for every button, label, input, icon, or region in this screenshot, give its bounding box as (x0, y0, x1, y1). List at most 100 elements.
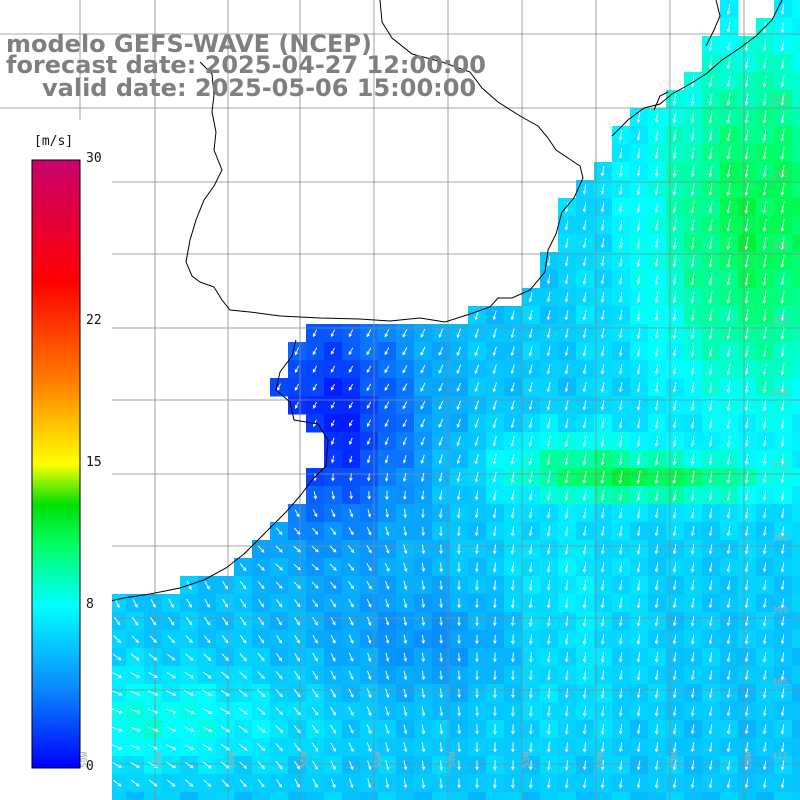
wind-arrow (275, 527, 283, 536)
wind-arrow (420, 382, 426, 392)
wind-arrow (726, 580, 731, 591)
wind-arrow (726, 147, 731, 160)
wind-arrow (421, 598, 426, 609)
wind-arrow (240, 598, 247, 608)
wind-arrow (564, 634, 569, 645)
wind-arrow (654, 580, 659, 591)
wind-arrow (384, 562, 390, 572)
wind-arrow (510, 471, 515, 484)
wind-arrow (421, 544, 426, 555)
wind-arrow (456, 454, 461, 465)
colorbar-gradient (31, 159, 81, 769)
wind-arrow (744, 508, 749, 519)
wind-arrow (348, 437, 353, 445)
wind-arrow (384, 383, 390, 392)
wind-arrow (474, 364, 480, 375)
wind-arrow (618, 183, 623, 195)
wind-arrow (726, 508, 731, 519)
wind-cell (792, 540, 800, 559)
wind-arrow (636, 183, 641, 196)
wind-arrow (708, 435, 713, 447)
wind-arrow (113, 635, 122, 644)
wind-arrow (438, 364, 444, 374)
wind-arrow (690, 309, 695, 322)
wind-arrow (780, 544, 785, 555)
wind-arrow (708, 75, 713, 88)
wind-cell (792, 792, 800, 800)
wind-arrow (600, 256, 605, 267)
wind-arrow (564, 292, 569, 303)
wind-arrow (762, 57, 767, 70)
wind-arrow (744, 544, 749, 555)
wind-cell (792, 432, 800, 451)
wind-arrow (690, 237, 695, 250)
wind-arrow (385, 634, 390, 644)
wind-cell (792, 144, 800, 163)
wind-arrow (438, 508, 443, 519)
wind-cell (792, 90, 800, 109)
wind-arrow (546, 310, 551, 321)
wind-arrow (456, 418, 461, 428)
wind-arrow (275, 563, 284, 571)
wind-arrow (636, 508, 641, 519)
wind-arrow (744, 291, 749, 304)
wind-cell (720, 792, 739, 800)
wind-arrow (546, 634, 551, 645)
wind-arrow (654, 255, 659, 268)
wind-arrow (348, 581, 355, 590)
wind-arrow (672, 147, 677, 160)
wind-arrow (546, 274, 551, 285)
wind-arrow (672, 382, 677, 393)
wind-arrow (600, 292, 605, 303)
wind-arrow (654, 183, 659, 196)
wind-arrow (474, 346, 480, 357)
wind-arrow (726, 381, 731, 394)
wind-arrow (654, 219, 659, 232)
wind-arrow (618, 346, 623, 357)
wind-cell (774, 792, 793, 800)
wind-arrow (780, 327, 785, 340)
wind-arrow (312, 599, 319, 608)
wind-arrow (456, 436, 461, 447)
wind-arrow (780, 598, 785, 609)
wind-arrow (475, 598, 479, 609)
wind-arrow (582, 418, 587, 429)
wind-arrow (474, 310, 479, 321)
wind-arrow (654, 470, 659, 484)
wind-arrow (330, 455, 335, 464)
wind-arrow (185, 616, 193, 626)
wind-arrow (528, 310, 533, 321)
wind-arrow (546, 382, 551, 393)
wind-arrow (618, 364, 623, 375)
wind-arrow (132, 598, 138, 608)
wind-arrow (762, 435, 767, 447)
wind-arrow (312, 347, 318, 356)
wind-arrow (636, 273, 641, 286)
wind-arrow (403, 508, 407, 519)
lon-label: 55W (374, 751, 384, 768)
wind-arrow (402, 383, 408, 392)
wind-arrow (528, 435, 533, 447)
wind-arrow (402, 419, 408, 428)
wind-arrow (654, 291, 659, 304)
wind-arrow (690, 634, 695, 645)
wind-arrow (582, 274, 587, 285)
lon-label: 54W (448, 751, 458, 768)
wind-cell (792, 216, 800, 235)
wind-arrow (403, 490, 407, 501)
wind-arrow (402, 401, 408, 410)
wind-arrow (312, 527, 319, 535)
wind-arrow (600, 166, 605, 177)
wind-arrow (239, 616, 247, 626)
wind-arrow (528, 382, 533, 393)
wind-cell (792, 288, 800, 307)
wind-arrow (600, 508, 605, 519)
wind-arrow (528, 579, 533, 591)
wind-arrow (654, 111, 659, 124)
wind-arrow (384, 455, 389, 464)
wind-arrow (744, 363, 749, 376)
wind-arrow (744, 634, 749, 645)
wind-arrow (546, 598, 551, 609)
wind-arrow (672, 129, 677, 142)
wind-arrow (636, 345, 641, 357)
